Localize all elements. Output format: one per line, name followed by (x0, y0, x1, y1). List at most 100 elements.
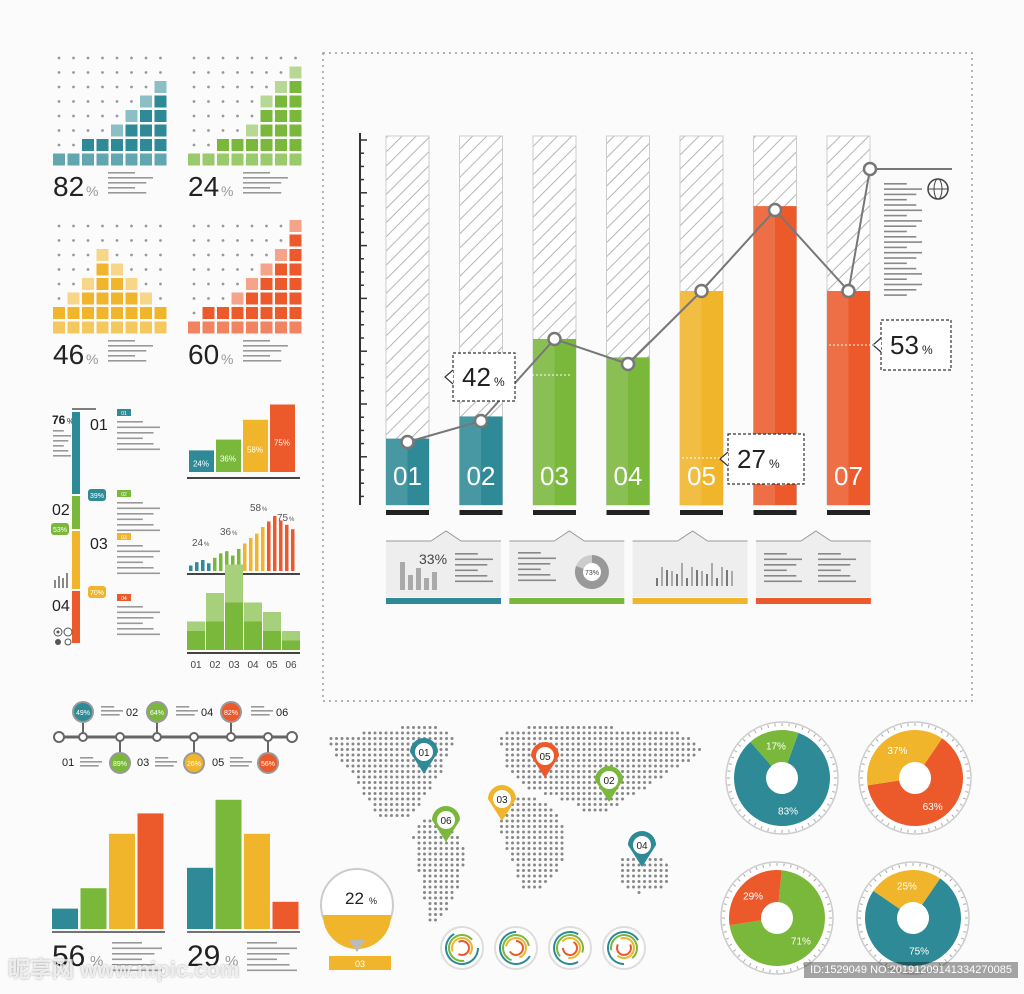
map-dot (676, 759, 679, 762)
mini-bar-label: 58% (247, 446, 263, 455)
map-dot (522, 864, 525, 867)
map-dot (632, 886, 635, 889)
waffle-dot (265, 57, 268, 60)
map-dot (583, 803, 586, 806)
svg-text:%: % (369, 896, 377, 906)
map-dot (506, 847, 509, 850)
map-dot (440, 847, 443, 850)
waffle-cell (111, 293, 123, 305)
watermark-logo: 昵享网 www.nipic.com (8, 952, 239, 984)
map-dot (528, 748, 531, 751)
map-dot (544, 864, 547, 867)
map-dot (555, 820, 558, 823)
map-dot (429, 842, 432, 845)
map-dot (528, 853, 531, 856)
map-dot (561, 787, 564, 790)
map-dot (506, 765, 509, 768)
map-dot (379, 776, 382, 779)
waffle-cell (246, 293, 258, 305)
text-line (117, 513, 154, 515)
map-dot (550, 776, 553, 779)
text-line (518, 574, 550, 576)
map-dot (522, 732, 525, 735)
ring-icon (549, 927, 591, 969)
map-dot (522, 853, 525, 856)
panel-bar (408, 575, 413, 590)
map-dot (445, 732, 448, 735)
waffle-cell (140, 96, 152, 108)
map-dot (544, 853, 547, 856)
map-dot (649, 754, 652, 757)
text-line (230, 757, 243, 759)
waffle-cell (188, 154, 200, 166)
map-dot (594, 770, 597, 773)
map-dot (649, 776, 652, 779)
mini-stack-top (225, 565, 243, 603)
waffle-dot (58, 239, 61, 242)
map-dot (434, 858, 437, 861)
map-dot (599, 754, 602, 757)
map-dot (638, 776, 641, 779)
map-dot (605, 737, 608, 740)
map-dot (445, 847, 448, 850)
info-panel-bar (756, 598, 871, 604)
map-dot (407, 726, 410, 729)
map-dot (511, 732, 514, 735)
map-dot (418, 732, 421, 735)
waffle-dot (193, 283, 196, 286)
map-dot (445, 902, 448, 905)
waffle-dot (193, 225, 196, 228)
map-dot (550, 820, 553, 823)
map-dot (583, 770, 586, 773)
waffle-cell (155, 81, 167, 93)
map-dot (533, 732, 536, 735)
map-dot (583, 765, 586, 768)
map-dot (660, 770, 663, 773)
mini-stack-category: 04 (247, 660, 259, 671)
map-dot (621, 798, 624, 801)
mini-column (189, 566, 193, 572)
map-dot (385, 748, 388, 751)
map-dot (390, 798, 393, 801)
mini-column (291, 529, 295, 571)
map-dot (522, 875, 525, 878)
map-dot (407, 809, 410, 812)
waffle-cell (82, 154, 94, 166)
map-dot (654, 875, 657, 878)
map-dot (456, 880, 459, 883)
map-dot (649, 864, 652, 867)
map-dot (429, 726, 432, 729)
map-dot (588, 803, 591, 806)
map-dot (577, 803, 580, 806)
map-dot (517, 759, 520, 762)
waffle-dot (265, 86, 268, 89)
map-dot (423, 853, 426, 856)
map-dot (643, 737, 646, 740)
map-dot (638, 875, 641, 878)
map-dot (379, 732, 382, 735)
waffle-cell (126, 307, 138, 319)
panel-spark (701, 571, 703, 586)
map-dot (522, 759, 525, 762)
waffle-dot (101, 71, 104, 74)
map-dot (396, 792, 399, 795)
map-dot (528, 770, 531, 773)
callout-value-3: 53 (890, 330, 919, 360)
dot-timeline-number: 02 (126, 707, 138, 719)
map-dot (528, 787, 531, 790)
map-dot (346, 754, 349, 757)
map-dot (517, 754, 520, 757)
big-bar (138, 813, 164, 929)
map-dot (550, 781, 553, 784)
map-dot (385, 765, 388, 768)
map-dot (671, 765, 674, 768)
map-dot (429, 908, 432, 911)
map-dot (533, 770, 536, 773)
map-dot (621, 858, 624, 861)
map-pin-label: 02 (603, 776, 615, 787)
waffle-dot (116, 115, 119, 118)
waffle-cell (97, 322, 109, 334)
donut-chart-2: 63%37% (859, 722, 971, 834)
map-dot (555, 814, 558, 817)
map-dot (638, 748, 641, 751)
